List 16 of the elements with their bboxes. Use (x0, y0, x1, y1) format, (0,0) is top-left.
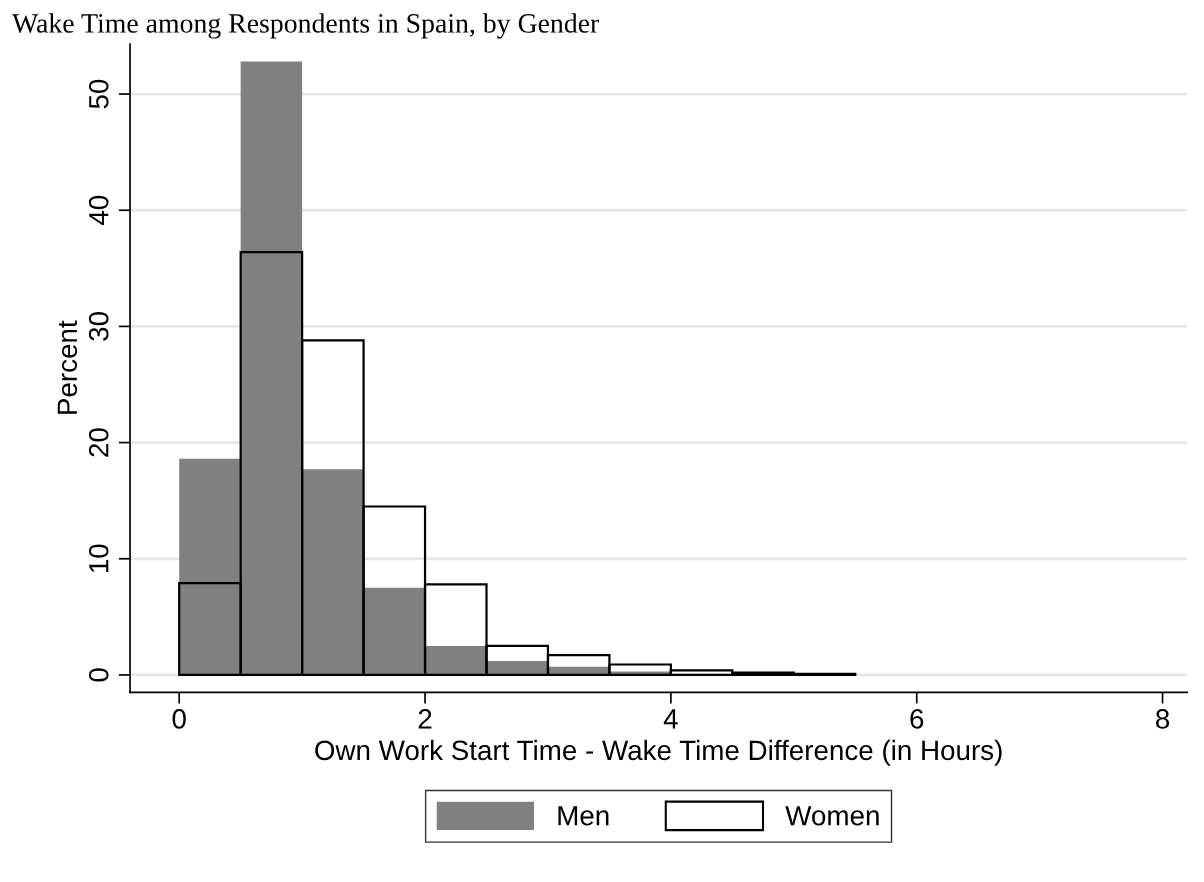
x-tick-label: 6 (910, 709, 924, 729)
chart-title: Wake Time among Respondents in Spain, by Gender (12, 13, 600, 39)
legend-label: Women (785, 806, 879, 826)
x-tick-label: 2 (418, 709, 432, 729)
y-tick-label: 40 (88, 195, 109, 226)
y-tick-label: 0 (88, 668, 109, 682)
x-axis-title: Own Work Start Time - Wake Time Difference (in Hours) (315, 739, 1002, 766)
legend-label: Men (558, 806, 609, 826)
x-tick-label: 8 (1156, 709, 1170, 729)
y-axis-title: Percent (57, 320, 78, 414)
x-tick-label: 0 (172, 709, 186, 729)
x-tick-label: 4 (663, 709, 678, 729)
y-tick-label: 50 (88, 79, 109, 109)
y-tick-label: 20 (88, 428, 109, 457)
y-tick-label: 30 (88, 312, 109, 341)
y-tick-label: 10 (88, 544, 109, 573)
